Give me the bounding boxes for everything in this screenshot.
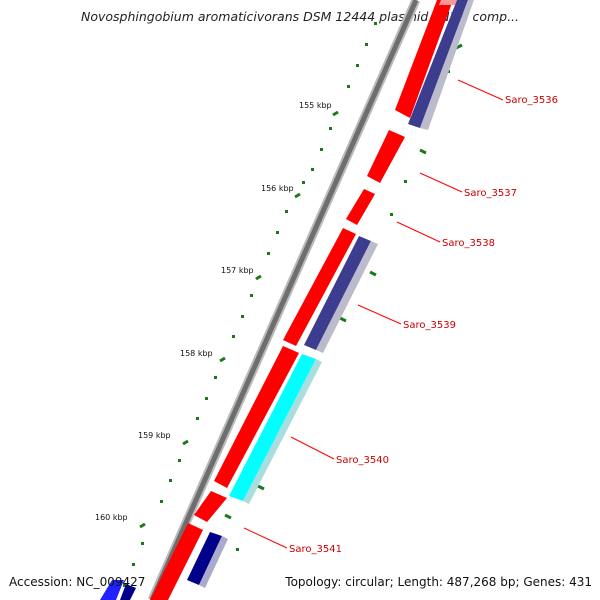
tick-label-156: 156 kbp bbox=[261, 184, 294, 193]
cds-feature-3540[interactable] bbox=[214, 346, 299, 488]
cds-feature-3542[interactable] bbox=[150, 523, 203, 600]
gene-label-saro-3539[interactable]: Saro_3539 bbox=[403, 320, 456, 331]
tick-label-159: 159 kbp bbox=[138, 431, 171, 440]
gene-label-saro-3537[interactable]: Saro_3537 bbox=[464, 188, 517, 199]
gene-label-saro-3538[interactable]: Saro_3538 bbox=[442, 238, 495, 249]
highlight-feature-3540-shade bbox=[243, 359, 322, 504]
rev-feature-left[interactable] bbox=[120, 584, 136, 600]
label-leaders bbox=[243, 79, 504, 549]
cds-feature-3541[interactable] bbox=[194, 491, 227, 522]
rev-feature-3536-shade bbox=[420, 0, 474, 130]
genome-summary-text: Topology: circular; Length: 487,268 bp; … bbox=[285, 575, 592, 589]
tick-label-160: 160 kbp bbox=[95, 513, 128, 522]
tick-label-155: 155 kbp bbox=[299, 101, 332, 110]
gene-label-saro-3541[interactable]: Saro_3541 bbox=[289, 544, 342, 555]
forward-cds-track bbox=[100, 0, 457, 600]
tick-label-158: 158 kbp bbox=[180, 349, 213, 358]
highlight-feature-3540[interactable] bbox=[229, 354, 316, 501]
minor-ticks bbox=[123, 22, 450, 587]
cds-feature-3536[interactable] bbox=[395, 0, 453, 118]
cds-feature-left[interactable] bbox=[100, 580, 124, 600]
rev-feature-3539-shade bbox=[316, 241, 378, 353]
rev-feature-3541[interactable] bbox=[187, 532, 222, 585]
tick-label-157: 157 kbp bbox=[221, 266, 254, 275]
accession-text: Accession: NC_009427 bbox=[9, 575, 146, 589]
rev-feature-3539[interactable] bbox=[304, 236, 371, 350]
cds-feature-3539[interactable] bbox=[283, 228, 356, 346]
cds-feature-3538[interactable] bbox=[346, 189, 375, 225]
gene-label-saro-3536[interactable]: Saro_3536 bbox=[505, 95, 558, 106]
cds-feature-3536-cap bbox=[439, 0, 457, 5]
rev-feature-3541-shade bbox=[199, 536, 228, 588]
gene-label-saro-3540[interactable]: Saro_3540 bbox=[336, 455, 389, 466]
cds-feature-3537[interactable] bbox=[367, 130, 405, 183]
reverse-cds-track bbox=[120, 0, 474, 600]
backbone-track bbox=[147, 0, 421, 600]
rev-feature-3536[interactable] bbox=[408, 0, 468, 128]
